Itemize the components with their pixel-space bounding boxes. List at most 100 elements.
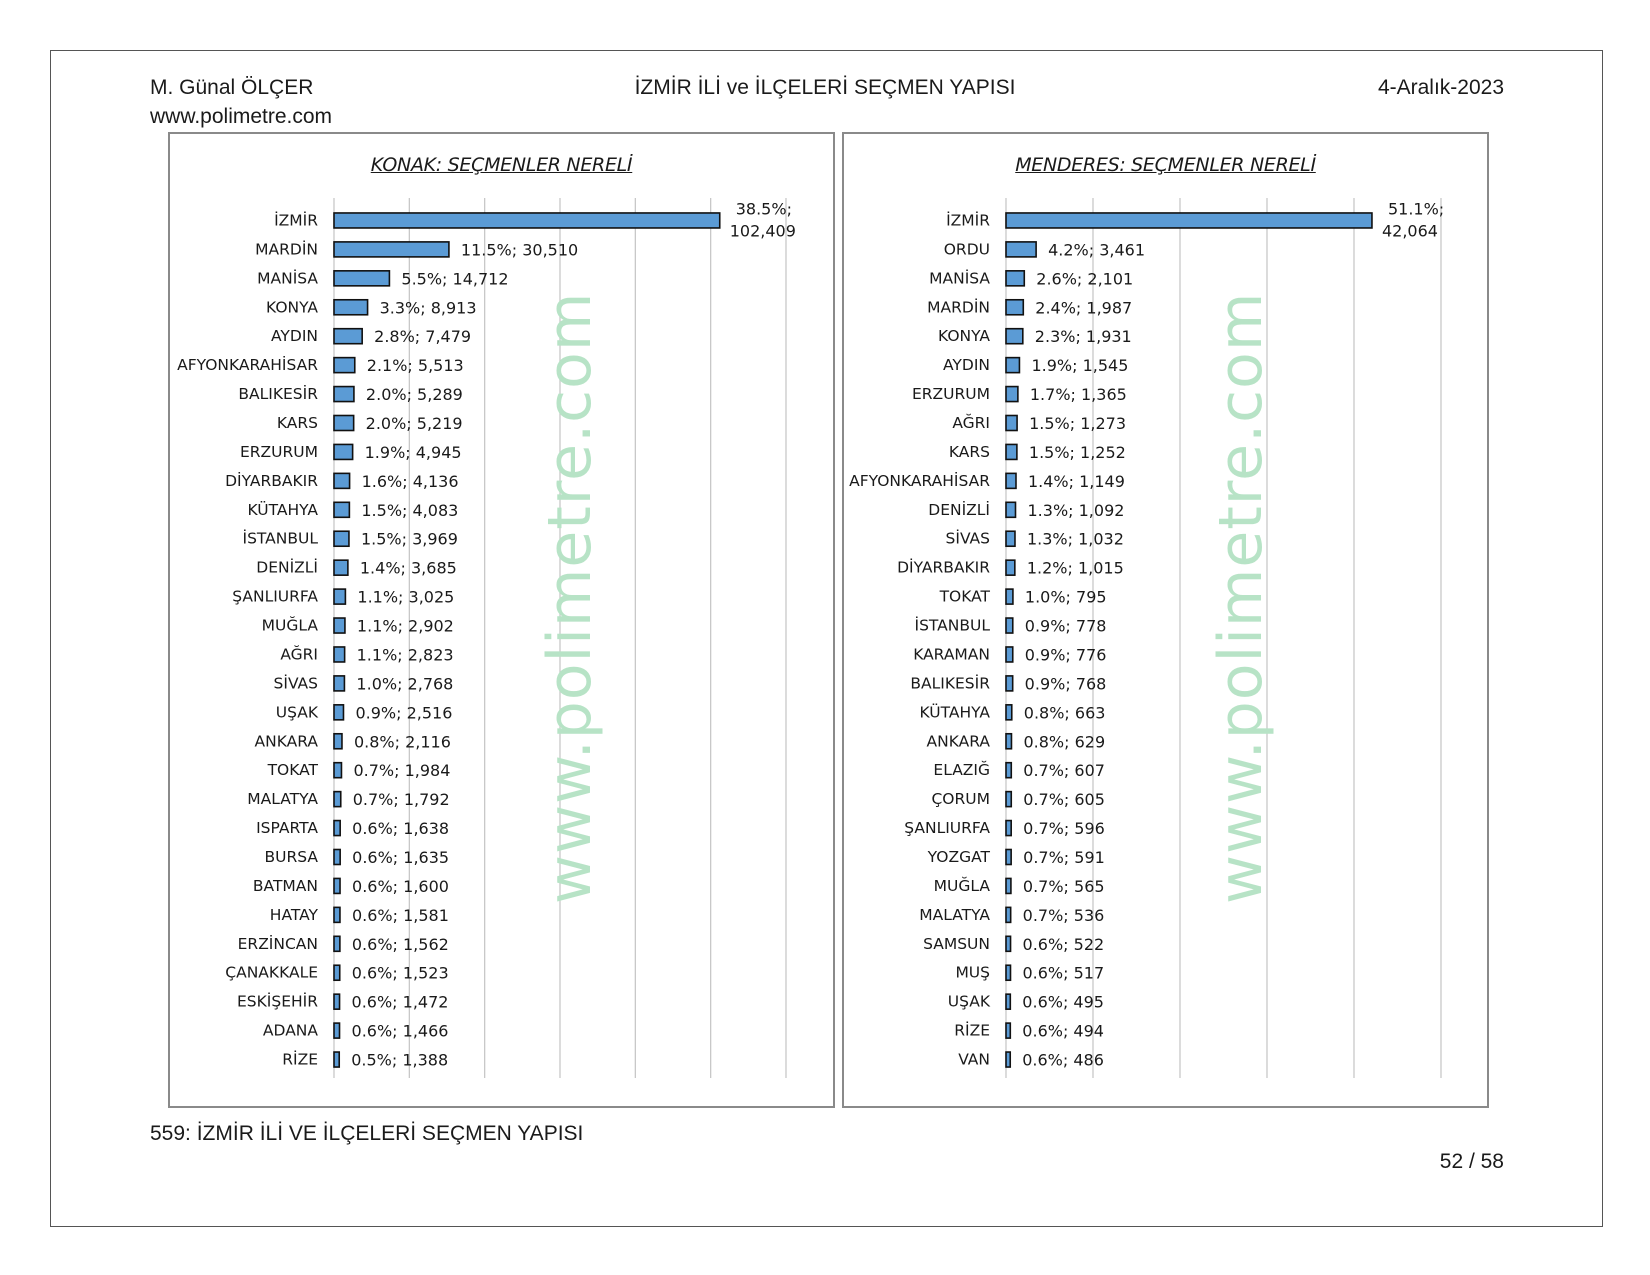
category-label: RİZE bbox=[954, 1021, 990, 1040]
category-label: ISPARTA bbox=[256, 819, 318, 837]
category-label: MUĞLA bbox=[934, 876, 991, 895]
data-label: 0.6%; 1,581 bbox=[352, 906, 449, 925]
page-number: 52 / 58 bbox=[1439, 1150, 1504, 1173]
bar-mardi̇n bbox=[333, 241, 450, 258]
data-label: 0.6%; 1,600 bbox=[352, 877, 449, 896]
category-label: BALIKESİR bbox=[238, 384, 318, 403]
data-label: 1.5%; 1,273 bbox=[1029, 414, 1126, 433]
category-label: ESKİŞEHİR bbox=[237, 992, 318, 1011]
data-label: 0.6%; 495 bbox=[1022, 993, 1104, 1012]
bar-yozgat bbox=[1005, 848, 1012, 866]
data-label: 51.1%; 42,064 bbox=[1382, 199, 1444, 240]
data-label: 2.3%; 1,931 bbox=[1035, 327, 1132, 346]
category-label: MUŞ bbox=[955, 964, 990, 982]
bar-deni̇zli̇ bbox=[333, 559, 349, 576]
data-label: 1.3%; 1,092 bbox=[1028, 501, 1125, 520]
category-label: SİVAS bbox=[946, 529, 990, 548]
data-label: 1.2%; 1,015 bbox=[1027, 559, 1124, 578]
data-label: 1.6%; 4,136 bbox=[362, 472, 459, 491]
category-label: MUĞLA bbox=[262, 616, 319, 635]
category-label: İSTANBUL bbox=[915, 616, 991, 635]
data-label: 0.9%; 776 bbox=[1025, 645, 1107, 664]
data-label: 0.6%; 1,638 bbox=[352, 819, 449, 838]
bar-isparta bbox=[333, 819, 341, 837]
category-label: DİYARBAKIR bbox=[897, 558, 990, 577]
category-label: HATAY bbox=[270, 906, 319, 924]
category-label: TOKAT bbox=[939, 588, 991, 606]
data-label: 0.7%; 591 bbox=[1023, 848, 1105, 867]
category-label: İZMİR bbox=[946, 210, 990, 229]
bar-ri̇ze bbox=[1005, 1022, 1012, 1039]
bar-i̇zmi̇r bbox=[333, 212, 721, 229]
category-label: RİZE bbox=[282, 1050, 318, 1069]
data-label: 0.8%; 663 bbox=[1024, 703, 1106, 722]
data-label: 1.1%; 2,823 bbox=[357, 645, 454, 664]
category-label: UŞAK bbox=[948, 993, 991, 1011]
bar-kütahya bbox=[1005, 704, 1013, 721]
data-label: 1.7%; 1,365 bbox=[1030, 385, 1127, 404]
data-label: 0.7%; 536 bbox=[1023, 906, 1105, 925]
chart-panel-konak: İZMİR 38.5%; 102,409 MARDİN 11.5%; 30,510 MAN… bbox=[168, 132, 835, 1108]
category-label: ELAZIĞ bbox=[933, 760, 990, 779]
data-label: 0.8%; 2,116 bbox=[354, 732, 451, 751]
category-label: DENİZLİ bbox=[928, 500, 990, 519]
bar-di̇yarbakir bbox=[333, 472, 351, 490]
data-label: 1.0%; 2,768 bbox=[356, 674, 453, 693]
data-label: 2.8%; 7,479 bbox=[374, 327, 471, 346]
category-label: ŞANLIURFA bbox=[904, 819, 990, 837]
data-label: 0.6%; 517 bbox=[1022, 964, 1104, 983]
data-label: 2.4%; 1,987 bbox=[1035, 298, 1132, 317]
bar-adana bbox=[333, 1022, 341, 1039]
bar-elaziğ bbox=[1005, 761, 1013, 779]
website-url: www.polimetre.com bbox=[150, 105, 333, 128]
category-label: AFYONKARAHİSAR bbox=[177, 355, 318, 374]
category-label: ANKARA bbox=[927, 732, 991, 750]
data-label: 0.6%; 522 bbox=[1023, 935, 1105, 954]
bar-bursa bbox=[333, 848, 341, 866]
category-label: KÜTAHYA bbox=[248, 500, 319, 519]
bar-si̇vas bbox=[333, 675, 346, 692]
bar-hatay bbox=[333, 906, 341, 924]
bar-muş bbox=[1005, 964, 1012, 982]
category-label: İSTANBUL bbox=[243, 529, 319, 548]
data-label: 1.9%; 4,945 bbox=[365, 443, 462, 462]
data-label: 38.5%; 102,409 bbox=[730, 199, 796, 240]
data-label: 0.6%; 1,635 bbox=[352, 848, 449, 867]
bar-afyonkarahi̇sar bbox=[1005, 472, 1017, 490]
bar-i̇stanbul bbox=[1005, 617, 1014, 634]
bar-tokat bbox=[1005, 588, 1014, 605]
category-label: AYDIN bbox=[271, 327, 318, 345]
data-label: 0.7%; 1,984 bbox=[353, 761, 450, 780]
bar-muğla bbox=[1005, 877, 1012, 895]
bar-afyonkarahi̇sar bbox=[333, 356, 356, 374]
document-date: 4-Aralık-2023 bbox=[1377, 76, 1504, 99]
category-label: ANKARA bbox=[255, 732, 319, 750]
bar-karaman bbox=[1005, 646, 1014, 663]
category-label: ADANA bbox=[263, 1022, 318, 1040]
category-label: SAMSUN bbox=[923, 935, 990, 953]
bar-ankara bbox=[333, 732, 343, 750]
category-label: KARAMAN bbox=[913, 645, 990, 663]
category-label: VAN bbox=[958, 1051, 990, 1069]
bar-mani̇sa bbox=[333, 270, 391, 287]
bar-i̇zmi̇r bbox=[1005, 212, 1373, 229]
category-label: MALATYA bbox=[247, 790, 318, 808]
category-label: ORDU bbox=[944, 240, 990, 258]
data-label: 2.0%; 5,219 bbox=[366, 414, 463, 433]
bar-malatya bbox=[1005, 906, 1012, 924]
data-label: 1.0%; 795 bbox=[1025, 588, 1107, 607]
category-label: MARDİN bbox=[255, 239, 318, 258]
bar-ağri bbox=[1005, 414, 1018, 432]
category-label: AFYONKARAHİSAR bbox=[849, 471, 990, 490]
data-label: 0.7%; 607 bbox=[1023, 761, 1105, 780]
chart-konak: İZMİR 38.5%; 102,409 MARDİN 11.5%; 30,510 MAN… bbox=[177, 198, 796, 1078]
bar-deni̇zli̇ bbox=[1005, 501, 1017, 519]
chart-title-menderes: MENDERES: SEÇMENLER NERELİ bbox=[1015, 154, 1316, 176]
category-label: DİYARBAKIR bbox=[225, 471, 318, 490]
category-label: AĞRI bbox=[952, 413, 990, 432]
bar-şanliurfa bbox=[1005, 819, 1012, 837]
data-label: 3.3%; 8,913 bbox=[380, 298, 477, 317]
bar-uşak bbox=[1005, 993, 1012, 1010]
data-label: 1.5%; 4,083 bbox=[361, 501, 458, 520]
category-label: ERZURUM bbox=[912, 385, 990, 403]
